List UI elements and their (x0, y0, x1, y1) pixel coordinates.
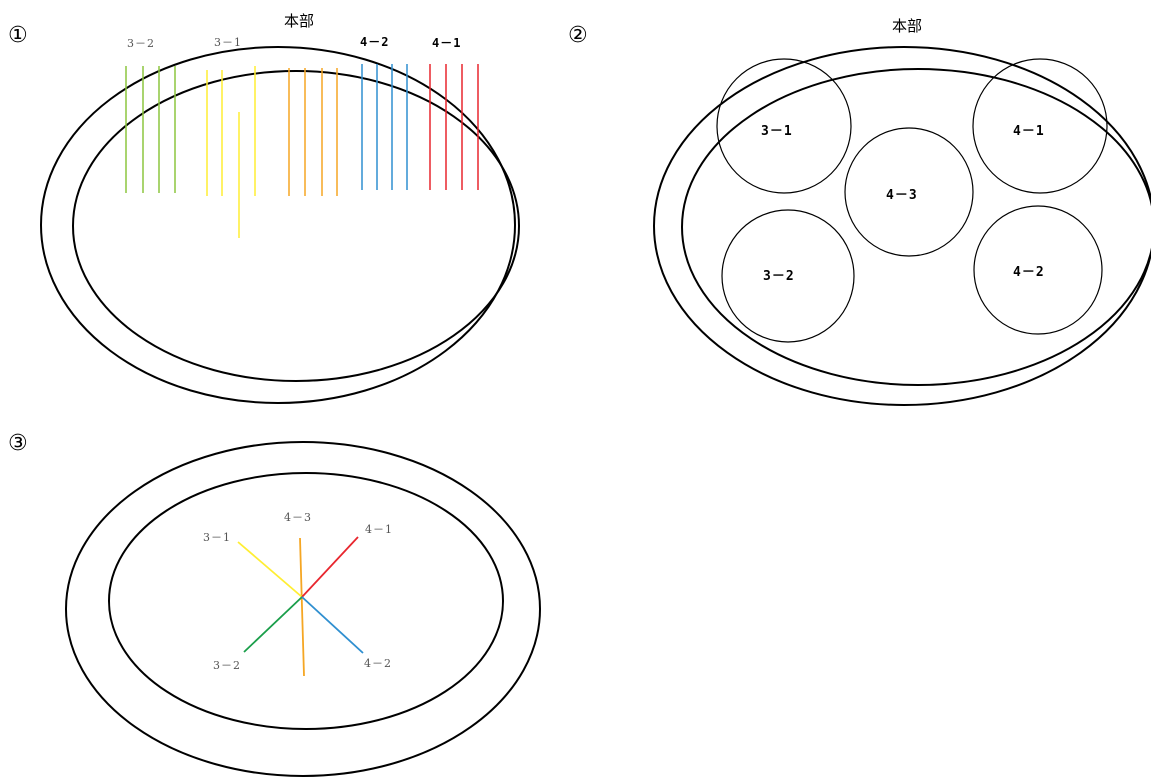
inner-ring (108, 472, 504, 730)
panel-1: ① 本部 (8, 12, 520, 404)
line-4-2 (301, 596, 364, 654)
panel-2-title: 本部 (892, 17, 922, 35)
outer-ring (65, 441, 541, 777)
lines-3-1 (206, 66, 256, 238)
zone-4-1 (972, 58, 1108, 194)
zone-3-1 (716, 58, 852, 194)
outer-ring (40, 46, 516, 404)
line-4-1 (301, 536, 359, 598)
label-4-3: 4－3 (284, 511, 312, 524)
lines-4-3 (288, 68, 338, 196)
zone-label-3-2: 3－2 (763, 269, 795, 284)
inner-ring (681, 68, 1151, 386)
label-3-1: 3－1 (214, 36, 242, 49)
panel-2-marker: ② (568, 23, 588, 48)
label-3-2: 3－2 (127, 37, 155, 50)
zone-label-3-1: 3－1 (761, 124, 793, 139)
lines-4-2 (361, 64, 408, 190)
zone-4-3 (844, 127, 974, 257)
zone-3-2 (721, 209, 855, 343)
label-4-2: 4－2 (360, 35, 389, 49)
inner-ring (72, 70, 520, 382)
panel-1-marker: ① (8, 23, 28, 48)
line-3-2 (243, 596, 303, 653)
line-3-1 (237, 541, 303, 598)
label-4-1: 4－1 (432, 36, 461, 50)
label-4-2: 4－2 (364, 657, 392, 670)
line-4-3 (299, 537, 305, 677)
label-4-1: 4－1 (365, 523, 393, 536)
zone-4-2 (973, 205, 1103, 335)
lines-3-2 (125, 66, 176, 193)
zone-label-4-2: 4－2 (1013, 265, 1045, 280)
label-3-1: 3－1 (203, 531, 231, 544)
zone-label-4-3: 4－3 (886, 188, 918, 203)
outer-ring (653, 46, 1151, 406)
label-3-2: 3－2 (213, 659, 241, 672)
panel-2: ② 本部 3－1 4－1 4－3 3－2 4－2 (568, 17, 1151, 406)
zone-label-4-1: 4－1 (1013, 124, 1045, 139)
panel-1-title: 本部 (284, 12, 314, 30)
panel-3: ③ 4－3 3－1 4－1 3－2 4－2 (8, 431, 541, 777)
lines-4-1 (429, 64, 479, 190)
panel-3-marker: ③ (8, 431, 28, 456)
